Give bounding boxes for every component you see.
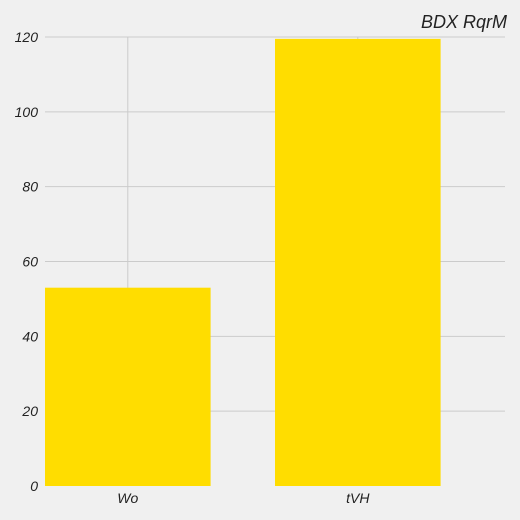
y-tick-label: 0: [30, 478, 38, 494]
y-tick-label: 60: [22, 254, 38, 270]
y-tick-label: 100: [15, 104, 39, 120]
x-tick-label: tVH: [346, 490, 370, 506]
bars: [45, 38, 441, 486]
y-tick-label: 20: [21, 403, 38, 419]
chart-title: BDX RqrM: [421, 12, 507, 32]
x-axis-ticks: Wo tVH: [117, 490, 370, 506]
bar-Wo: [45, 287, 211, 486]
y-tick-label: 80: [22, 179, 38, 195]
y-tick-label: 40: [22, 328, 38, 344]
y-tick-label: 120: [15, 29, 39, 45]
y-axis-ticks: 0 20 40 60 80 100 120: [15, 29, 39, 494]
x-tick-label: Wo: [117, 490, 138, 506]
bar-tVH: [275, 38, 441, 486]
